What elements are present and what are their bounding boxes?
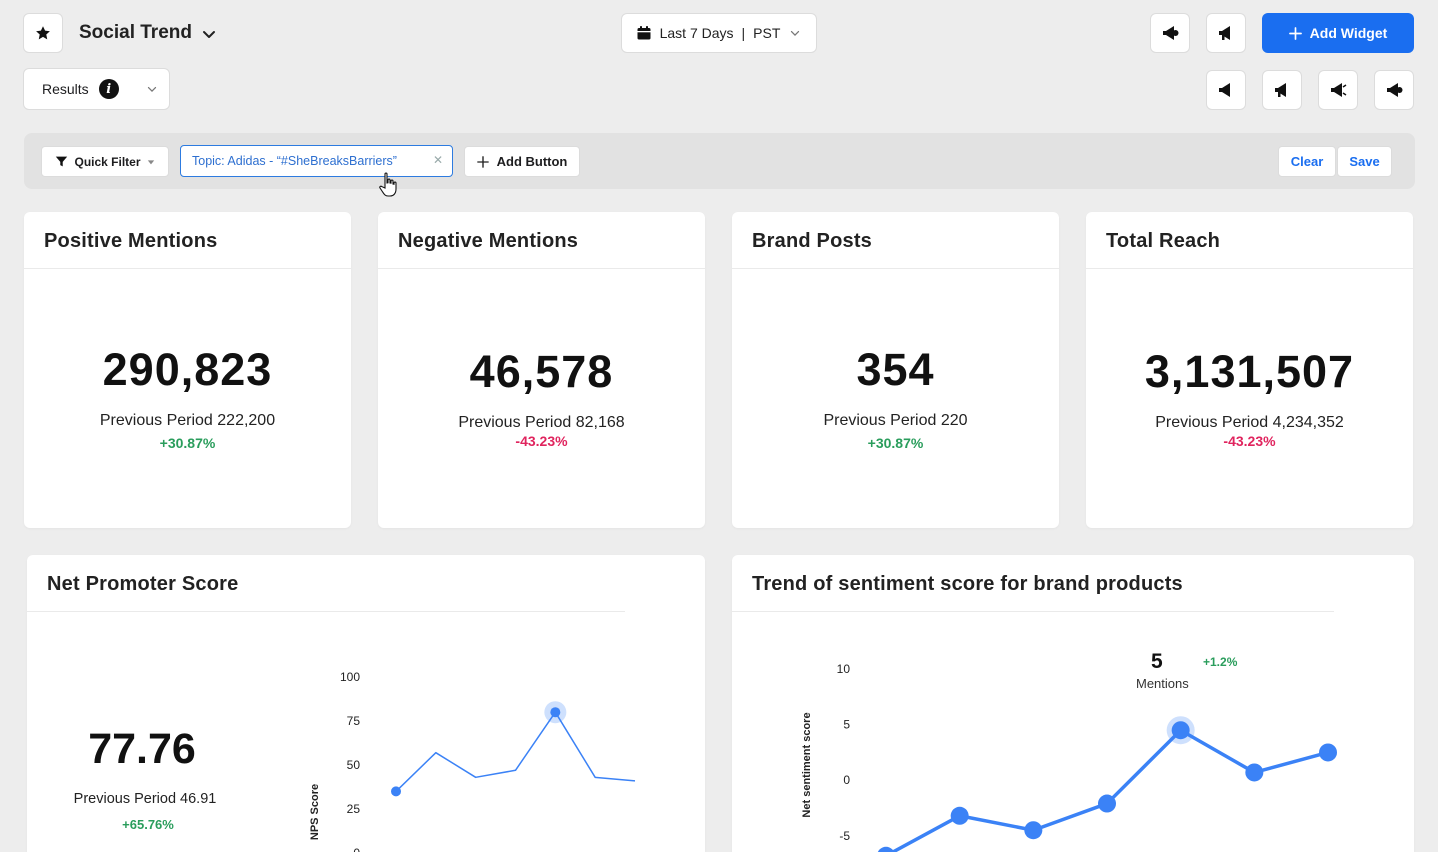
data-point[interactable] (877, 846, 895, 852)
card-title: Trend of sentiment score for brand produ… (752, 573, 1183, 595)
series-line (395, 711, 636, 792)
sentiment-chart-ylabel: Net sentiment score (801, 712, 813, 817)
y-tick-label: 25 (347, 802, 361, 816)
date-range-label: Last 7 Days (659, 25, 734, 41)
topic-filter-chip[interactable]: Topic: Adidas - “#SheBreaksBarriers” ✕ (180, 145, 453, 177)
add-button[interactable]: Add Button (464, 146, 580, 177)
timezone-label: PST (753, 25, 781, 41)
nps-value: 77.76 (88, 725, 196, 773)
refresh-toolbar-button[interactable] (1150, 13, 1190, 53)
plus-icon (1288, 26, 1302, 40)
card-title: Brand Posts (752, 230, 873, 252)
y-tick-label: 50 (347, 758, 361, 772)
toolbar-action-button-1[interactable] (1206, 70, 1246, 110)
card-title: Total Reach (1106, 230, 1221, 252)
data-point[interactable] (550, 707, 561, 718)
series-line (889, 728, 1329, 852)
kpi-card-brand-posts: Brand Posts 354 Previous Period 220 +30.… (732, 212, 1059, 528)
y-tick-label: 100 (340, 670, 360, 684)
date-range-picker[interactable]: Last 7 Days | PST (621, 13, 817, 53)
filter-icon (56, 156, 68, 167)
y-tick-label: 10 (837, 662, 851, 676)
kpi-previous-period: Previous Period 222,200 (99, 412, 276, 429)
kpi-previous-period: Previous Period 220 (823, 412, 968, 429)
kpi-value: 46,578 (469, 346, 614, 397)
add-widget-label: Add Widget (1309, 25, 1388, 41)
quick-filter-button[interactable]: Quick Filter (41, 146, 169, 177)
title-dropdown-chevron-icon[interactable] (199, 24, 219, 44)
kpi-value: 3,131,507 (1144, 346, 1355, 397)
kpi-delta: -43.23% (515, 433, 568, 449)
data-point[interactable] (950, 806, 969, 825)
save-button[interactable]: Save (1337, 146, 1392, 177)
kpi-card-total-reach: Total Reach 3,131,507 Previous Period 4,… (1086, 212, 1413, 528)
kpi-previous-period: Previous Period 4,234,352 (1155, 414, 1344, 431)
nps-delta: +65.76% (122, 817, 174, 832)
megaphone-icon (1219, 83, 1230, 97)
favorite-star-button[interactable] (23, 13, 63, 53)
chevron-down-icon (147, 86, 156, 92)
megaphone-icon (1331, 83, 1347, 97)
kpi-delta: -43.23% (1223, 433, 1276, 449)
date-separator: | (741, 25, 746, 41)
card-title: Negative Mentions (398, 230, 579, 252)
data-point[interactable] (1024, 821, 1043, 840)
kpi-delta: +30.87% (159, 435, 216, 451)
kpi-card-negative-mentions: Negative Mentions 46,578 Previous Period… (378, 212, 705, 528)
plus-icon (476, 155, 489, 168)
nps-chart-ylabel: NPS Score (309, 784, 321, 840)
tooltip-value: 5 (1151, 650, 1163, 673)
tooltip-delta: +1.2% (1203, 655, 1238, 669)
y-tick-label: 75 (347, 714, 361, 728)
nps-card: Net Promoter Score 77.76 Previous Period… (27, 555, 705, 852)
clear-button[interactable]: Clear (1278, 146, 1336, 177)
card-title: Positive Mentions (44, 230, 218, 252)
info-icon[interactable]: i (98, 79, 119, 99)
y-tick-label: 0 (843, 773, 850, 787)
sentiment-line-chart: Net sentiment score 10 5 0 -5 (801, 662, 1337, 852)
hand-cursor-icon (379, 172, 397, 197)
data-point[interactable] (1171, 721, 1190, 740)
data-point[interactable] (1319, 743, 1337, 762)
quick-filter-label: Quick Filter (74, 154, 141, 169)
y-tick-label: 5 (843, 718, 850, 732)
y-tick-label: 0 (353, 846, 360, 852)
sentiment-trend-card: Trend of sentiment score for brand produ… (732, 555, 1414, 852)
tooltip-label: Mentions (1136, 676, 1189, 691)
nps-line-chart: NPS Score 100 75 50 25 0 (309, 670, 636, 852)
toolbar-action-button-3[interactable] (1318, 70, 1358, 110)
data-point[interactable] (391, 786, 401, 797)
nps-previous-period: Previous Period 46.91 (73, 791, 217, 807)
kpi-previous-period: Previous Period 82,168 (458, 414, 625, 431)
kpi-value: 354 (856, 344, 935, 395)
close-icon[interactable]: ✕ (432, 153, 443, 167)
page-title: Social Trend (79, 22, 192, 43)
calendar-icon (637, 26, 651, 40)
data-point[interactable] (1098, 794, 1116, 813)
star-icon (36, 26, 50, 40)
data-point[interactable] (1245, 763, 1264, 782)
card-title: Net Promoter Score (47, 573, 239, 595)
y-tick-label: -5 (839, 829, 850, 843)
share-toolbar-button[interactable] (1206, 13, 1246, 53)
caret-down-icon (147, 159, 154, 164)
topic-chip-label: Topic: Adidas - “#SheBreaksBarriers” (192, 154, 397, 168)
toolbar-action-button-2[interactable] (1262, 70, 1302, 110)
toolbar-action-button-4[interactable] (1374, 70, 1414, 110)
kpi-value: 290,823 (102, 344, 273, 395)
kpi-delta: +30.87% (867, 435, 924, 451)
megaphone-icon (1275, 83, 1286, 97)
megaphone-icon (1219, 26, 1230, 40)
megaphone-icon (1387, 83, 1403, 97)
add-widget-button[interactable]: Add Widget (1262, 13, 1414, 53)
results-dropdown[interactable]: Results i (23, 68, 170, 110)
add-button-label: Add Button (496, 154, 568, 169)
megaphone-icon (1163, 26, 1179, 40)
results-label: Results (42, 81, 89, 97)
chevron-down-icon (791, 30, 800, 36)
kpi-card-positive-mentions: Positive Mentions 290,823 Previous Perio… (24, 212, 351, 528)
